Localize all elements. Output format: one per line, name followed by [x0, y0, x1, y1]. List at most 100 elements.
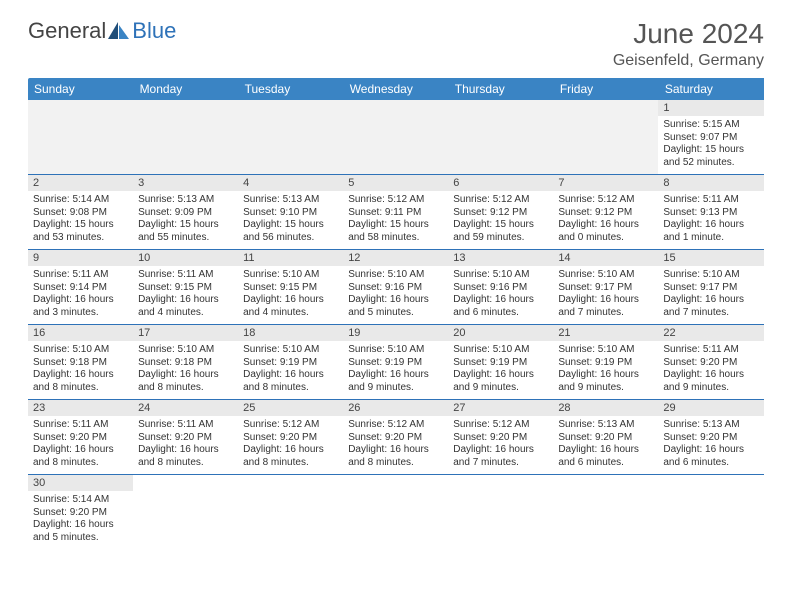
- sunset: Sunset: 9:12 PM: [453, 207, 548, 220]
- sunset: Sunset: 9:07 PM: [663, 132, 758, 145]
- daylight: Daylight: 16 hours and 0 minutes.: [558, 219, 653, 244]
- header: General Blue June 2024 Geisenfeld, Germa…: [28, 18, 764, 70]
- day-info: Sunrise: 5:12 AMSunset: 9:20 PMDaylight:…: [243, 419, 338, 469]
- daylight: Daylight: 16 hours and 4 minutes.: [243, 294, 338, 319]
- daylight: Daylight: 16 hours and 8 minutes.: [138, 369, 233, 394]
- day-info: Sunrise: 5:10 AMSunset: 9:18 PMDaylight:…: [138, 344, 233, 394]
- sunset: Sunset: 9:20 PM: [33, 507, 128, 520]
- day-info: Sunrise: 5:12 AMSunset: 9:20 PMDaylight:…: [453, 419, 548, 469]
- sunset: Sunset: 9:11 PM: [348, 207, 443, 220]
- sunrise: Sunrise: 5:10 AM: [453, 344, 548, 357]
- day-info: Sunrise: 5:11 AMSunset: 9:20 PMDaylight:…: [33, 419, 128, 469]
- day-number: 10: [133, 250, 238, 267]
- day-cell: Sunrise: 5:12 AMSunset: 9:11 PMDaylight:…: [343, 191, 448, 250]
- daylight: Daylight: 16 hours and 6 minutes.: [663, 444, 758, 469]
- day-number: 12: [343, 250, 448, 267]
- weekday-header: Saturday: [658, 78, 763, 100]
- day-number: 17: [133, 325, 238, 342]
- day-number: 13: [448, 250, 553, 267]
- daylight: Daylight: 16 hours and 9 minutes.: [558, 369, 653, 394]
- sunrise: Sunrise: 5:13 AM: [663, 419, 758, 432]
- sunset: Sunset: 9:17 PM: [558, 282, 653, 295]
- sunset: Sunset: 9:08 PM: [33, 207, 128, 220]
- sunrise: Sunrise: 5:10 AM: [348, 344, 443, 357]
- day-number: [343, 475, 448, 492]
- daylight: Daylight: 16 hours and 7 minutes.: [663, 294, 758, 319]
- sunrise: Sunrise: 5:10 AM: [348, 269, 443, 282]
- dayinfo-row: Sunrise: 5:14 AMSunset: 9:08 PM Daylight:…: [28, 191, 764, 250]
- day-cell: [553, 491, 658, 549]
- day-info: Sunrise: 5:10 AMSunset: 9:19 PMDaylight:…: [348, 344, 443, 394]
- sunrise: Sunrise: 5:13 AM: [138, 194, 233, 207]
- daylight: Daylight: 16 hours and 3 minutes.: [33, 294, 128, 319]
- day-cell: Sunrise: 5:11 AMSunset: 9:13 PMDaylight:…: [658, 191, 763, 250]
- calendar-table: SundayMondayTuesdayWednesdayThursdayFrid…: [28, 78, 764, 549]
- day-number: 19: [343, 325, 448, 342]
- day-cell: [448, 491, 553, 549]
- weekday-header: Monday: [133, 78, 238, 100]
- day-info: Sunrise: 5:11 AMSunset: 9:13 PMDaylight:…: [663, 194, 758, 244]
- sunrise: Sunrise: 5:10 AM: [33, 344, 128, 357]
- day-info: Sunrise: 5:10 AMSunset: 9:16 PMDaylight:…: [348, 269, 443, 319]
- day-info: Sunrise: 5:11 AMSunset: 9:14 PMDaylight:…: [33, 269, 128, 319]
- sunset: Sunset: 9:10 PM: [243, 207, 338, 220]
- day-cell: [238, 116, 343, 175]
- day-cell: Sunrise: 5:10 AMSunset: 9:19 PMDaylight:…: [238, 341, 343, 400]
- day-cell: Sunrise: 5:14 AMSunset: 9:08 PMDaylight:…: [28, 191, 133, 250]
- day-cell: Sunrise: 5:10 AMSunset: 9:17 PMDaylight:…: [553, 266, 658, 325]
- weekday-header: Thursday: [448, 78, 553, 100]
- day-cell: Sunrise: 5:10 AMSunset: 9:15 PMDaylight:…: [238, 266, 343, 325]
- day-info: Sunrise: 5:15 AMSunset: 9:07 PMDaylight:…: [663, 119, 758, 169]
- day-cell: Sunrise: 5:12 AMSunset: 9:20 PMDaylight:…: [238, 416, 343, 475]
- sunrise: Sunrise: 5:11 AM: [138, 269, 233, 282]
- sunset: Sunset: 9:12 PM: [558, 207, 653, 220]
- day-number: [448, 475, 553, 492]
- sunset: Sunset: 9:20 PM: [663, 357, 758, 370]
- day-number: 22: [658, 325, 763, 342]
- day-number: 11: [238, 250, 343, 267]
- day-number: 28: [553, 400, 658, 417]
- day-info: Sunrise: 5:12 AMSunset: 9:12 PMDaylight:…: [558, 194, 653, 244]
- day-info: Sunrise: 5:13 AMSunset: 9:20 PMDaylight:…: [558, 419, 653, 469]
- day-info: Sunrise: 5:11 AMSunset: 9:15 PMDaylight:…: [138, 269, 233, 319]
- day-number: 6: [448, 175, 553, 192]
- sunset: Sunset: 9:16 PM: [348, 282, 443, 295]
- sunrise: Sunrise: 5:10 AM: [138, 344, 233, 357]
- daylight: Daylight: 15 hours and 56 minutes.: [243, 219, 338, 244]
- day-number: 24: [133, 400, 238, 417]
- sunrise: Sunrise: 5:11 AM: [663, 194, 758, 207]
- sunrise: Sunrise: 5:10 AM: [663, 269, 758, 282]
- day-info: Sunrise: 5:11 AMSunset: 9:20 PMDaylight:…: [663, 344, 758, 394]
- sunrise: Sunrise: 5:14 AM: [33, 194, 128, 207]
- daylight: Daylight: 16 hours and 1 minute.: [663, 219, 758, 244]
- day-info: Sunrise: 5:12 AMSunset: 9:11 PMDaylight:…: [348, 194, 443, 244]
- day-cell: [448, 116, 553, 175]
- day-number: 1: [658, 100, 763, 116]
- page-title: June 2024: [613, 18, 764, 50]
- day-cell: Sunrise: 5:15 AMSunset: 9:07 PMDaylight:…: [658, 116, 763, 175]
- sunrise: Sunrise: 5:10 AM: [243, 344, 338, 357]
- day-cell: Sunrise: 5:10 AMSunset: 9:18 PMDaylight:…: [133, 341, 238, 400]
- sunset: Sunset: 9:09 PM: [138, 207, 233, 220]
- daylight: Daylight: 16 hours and 6 minutes.: [453, 294, 548, 319]
- sunset: Sunset: 9:18 PM: [138, 357, 233, 370]
- day-number: 7: [553, 175, 658, 192]
- daynum-row: 23242526272829: [28, 400, 764, 417]
- sunset: Sunset: 9:19 PM: [558, 357, 653, 370]
- day-number: [343, 100, 448, 116]
- day-cell: [133, 116, 238, 175]
- logo-text-general: General: [28, 18, 106, 44]
- day-cell: Sunrise: 5:11 AMSunset: 9:20 PMDaylight:…: [28, 416, 133, 475]
- daylight: Daylight: 16 hours and 9 minutes.: [663, 369, 758, 394]
- day-cell: Sunrise: 5:12 AMSunset: 9:20 PMDaylight:…: [448, 416, 553, 475]
- day-cell: Sunrise: 5:10 AMSunset: 9:16 PMDaylight:…: [448, 266, 553, 325]
- day-cell: Sunrise: 5:11 AMSunset: 9:15 PMDaylight:…: [133, 266, 238, 325]
- day-cell: Sunrise: 5:13 AMSunset: 9:09 PMDaylight:…: [133, 191, 238, 250]
- day-cell: Sunrise: 5:13 AMSunset: 9:20 PMDaylight:…: [553, 416, 658, 475]
- daylight: Daylight: 16 hours and 8 minutes.: [243, 369, 338, 394]
- day-cell: [238, 491, 343, 549]
- dayinfo-row: Sunrise: 5:14 AMSunset: 9:20 PMDaylight:…: [28, 491, 764, 549]
- sunrise: Sunrise: 5:14 AM: [33, 494, 128, 507]
- daynum-row: 9101112131415: [28, 250, 764, 267]
- location: Geisenfeld, Germany: [613, 52, 764, 70]
